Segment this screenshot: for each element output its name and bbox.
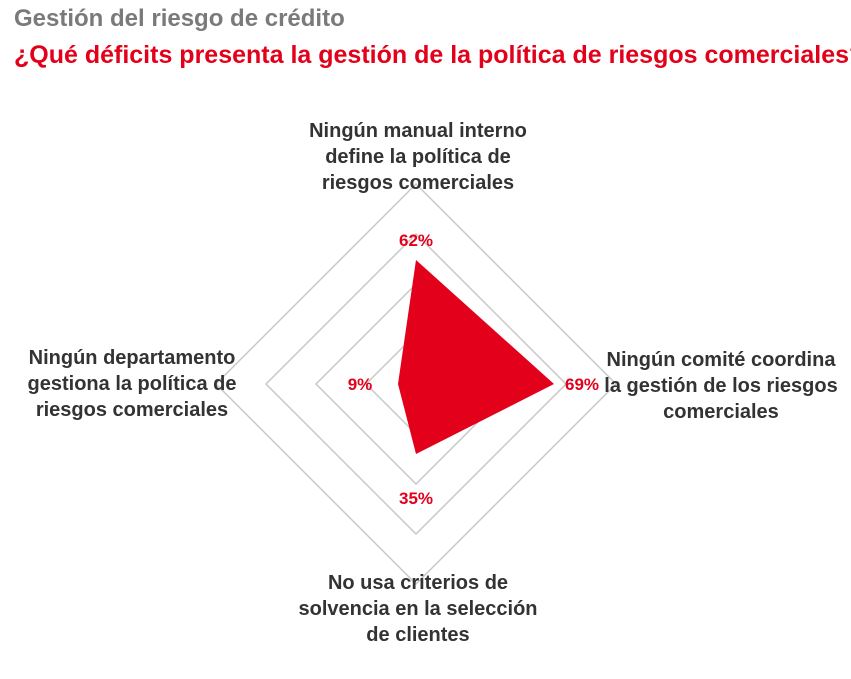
radar-data (398, 260, 554, 454)
axis-label-right: Ningún comité coordina la gestión de los… (601, 347, 841, 425)
value-label: 69% (565, 375, 599, 394)
axis-label-line: gestiona la política de (27, 373, 237, 395)
axis-label-line: riesgos comerciales (321, 172, 515, 194)
axis-label-line: comerciales (663, 401, 779, 423)
axis-label-line: No usa criterios de (327, 572, 509, 594)
axis-label-line: define la política de (325, 146, 511, 168)
chart-title: ¿Qué déficits presenta la gestión de la … (14, 41, 851, 69)
axis-label-line: riesgos comerciales (35, 399, 229, 421)
axis-label-top: Ningún manual interno define la política… (268, 118, 568, 196)
data-area (398, 260, 554, 454)
radar-value-labels: 62% 69% 35% 9% (348, 231, 599, 508)
axis-label-line: Ningún departamento (28, 347, 236, 369)
grid-ring (264, 232, 568, 536)
chart-subtitle: Gestión del riesgo de crédito (14, 5, 345, 32)
value-label: 62% (399, 231, 433, 250)
axis-label-line: Ningún manual interno (309, 120, 527, 142)
axis-label-line: Ningún comité coordina (606, 349, 836, 371)
axis-label-line: de clientes (366, 624, 470, 646)
value-label: 35% (399, 489, 433, 508)
axis-label-bottom: No usa criterios de solvencia en la sele… (268, 570, 568, 648)
grid-ring (214, 182, 618, 586)
axis-label-left: Ningún departamento gestiona la política… (12, 345, 252, 423)
axis-label-line: la gestión de los riesgos (604, 375, 838, 397)
value-label: 9% (348, 375, 373, 394)
axis-label-line: solvencia en la selección (298, 598, 538, 620)
